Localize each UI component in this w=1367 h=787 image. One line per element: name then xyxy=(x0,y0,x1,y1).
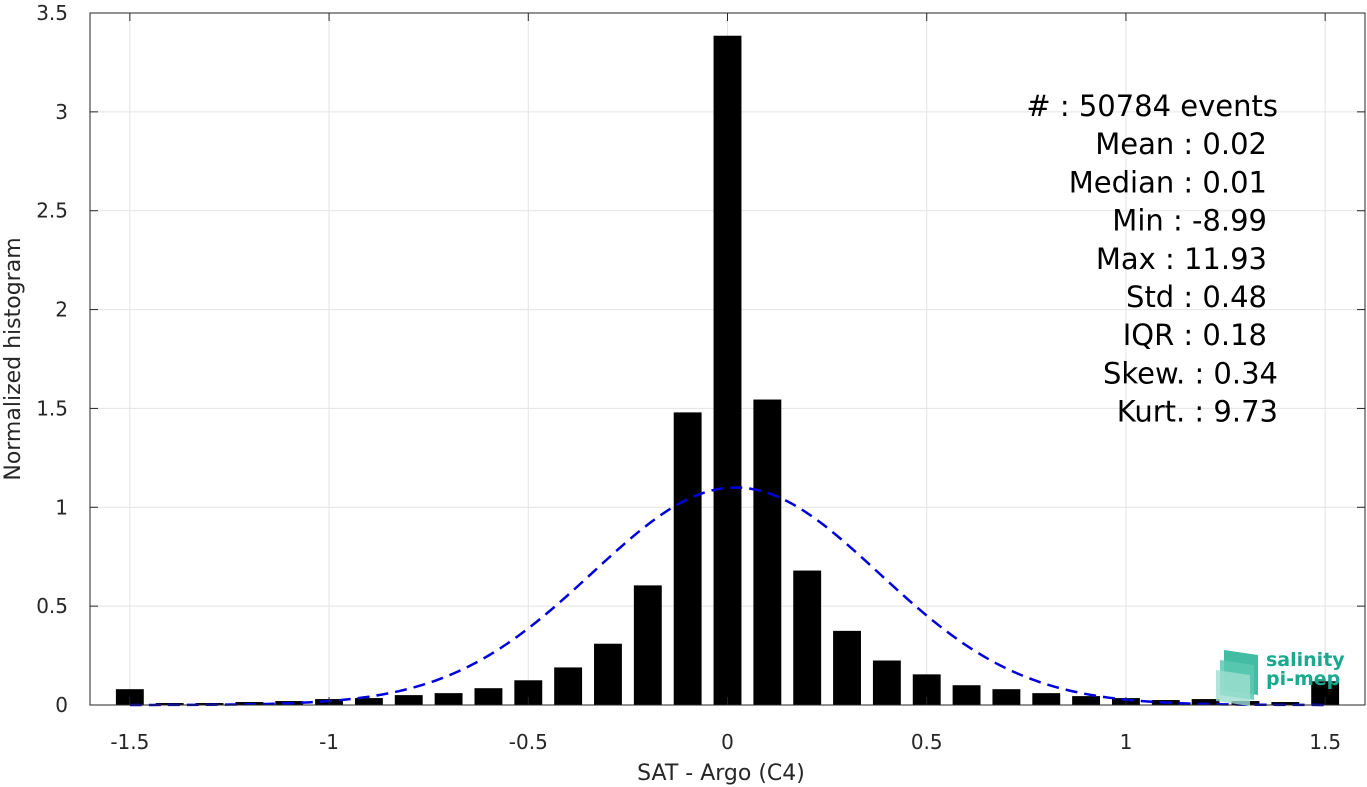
histogram-bar xyxy=(1271,702,1300,705)
histogram-bar xyxy=(354,698,383,705)
histogram-bar xyxy=(793,570,822,705)
histogram-bar xyxy=(992,689,1021,705)
x-tick-label: -1 xyxy=(319,730,339,754)
logo-icon xyxy=(1216,650,1258,706)
x-tick-label: 1.5 xyxy=(1309,730,1341,754)
histogram-bar xyxy=(633,585,662,705)
stat-line: Min : -8.99 xyxy=(1112,204,1267,238)
stat-line: Mean : 0.02 xyxy=(1095,127,1267,161)
y-tick-label: 2.5 xyxy=(36,199,68,223)
stat-line: Median : 0.01 xyxy=(1069,165,1267,199)
histogram-bar xyxy=(594,643,622,705)
y-tick-label: 0.5 xyxy=(36,594,68,618)
stat-line: Skew. : 0.34 xyxy=(1103,356,1278,390)
stat-line: Max : 11.93 xyxy=(1096,242,1267,276)
stat-line: Std : 0.48 xyxy=(1126,280,1267,314)
histogram-bar xyxy=(1191,699,1220,705)
histogram-bar xyxy=(394,695,423,705)
y-tick-label: 1 xyxy=(55,495,68,519)
histogram-bar xyxy=(952,685,981,705)
histogram-bar xyxy=(474,688,503,705)
x-tick-label: 1 xyxy=(1120,730,1133,754)
x-tick-label: -1.5 xyxy=(110,730,149,754)
y-tick-label: 3.5 xyxy=(36,1,68,25)
y-tick-label: 1.5 xyxy=(36,396,68,420)
histogram-bar xyxy=(434,693,463,705)
histogram-bar xyxy=(1311,681,1340,705)
x-tick-label: 0 xyxy=(721,730,734,754)
stat-line: # : 50784 events xyxy=(1026,89,1278,123)
x-axis-ticks: -1.5 -1 -0.5 0 0.5 1 1.5 xyxy=(110,13,1341,754)
y-axis-label: Normalized histogram xyxy=(1,237,26,480)
x-tick-label: 0.5 xyxy=(911,730,943,754)
histogram-bar xyxy=(713,35,742,706)
logo-text-salinity: salinity xyxy=(1266,649,1345,671)
x-axis-label: SAT - Argo (C4) xyxy=(637,761,805,786)
histogram-bar xyxy=(753,399,782,705)
y-axis-ticks: 0 0.5 1 1.5 2 2.5 3 3.5 xyxy=(36,1,1365,717)
stat-line: Kurt. : 9.73 xyxy=(1117,395,1278,429)
histogram-bar xyxy=(833,630,861,705)
salinity-pi-mep-logo: salinity pi-mep xyxy=(1216,649,1345,706)
histogram-bar xyxy=(554,667,583,705)
y-tick-label: 2 xyxy=(55,298,68,322)
x-tick-label: -0.5 xyxy=(509,730,548,754)
histogram-bar xyxy=(673,412,702,705)
y-tick-label: 3 xyxy=(55,100,68,124)
histogram-bar xyxy=(1032,693,1061,705)
stat-line: IQR : 0.18 xyxy=(1123,318,1267,352)
statistics-annotations: # : 50784 events Mean : 0.02 Median : 0.01… xyxy=(1026,89,1278,429)
histogram-bar xyxy=(872,660,901,705)
y-tick-label: 0 xyxy=(55,693,68,717)
logo-text-pi-mep: pi-mep xyxy=(1266,668,1340,690)
histogram-bar xyxy=(1072,696,1101,705)
